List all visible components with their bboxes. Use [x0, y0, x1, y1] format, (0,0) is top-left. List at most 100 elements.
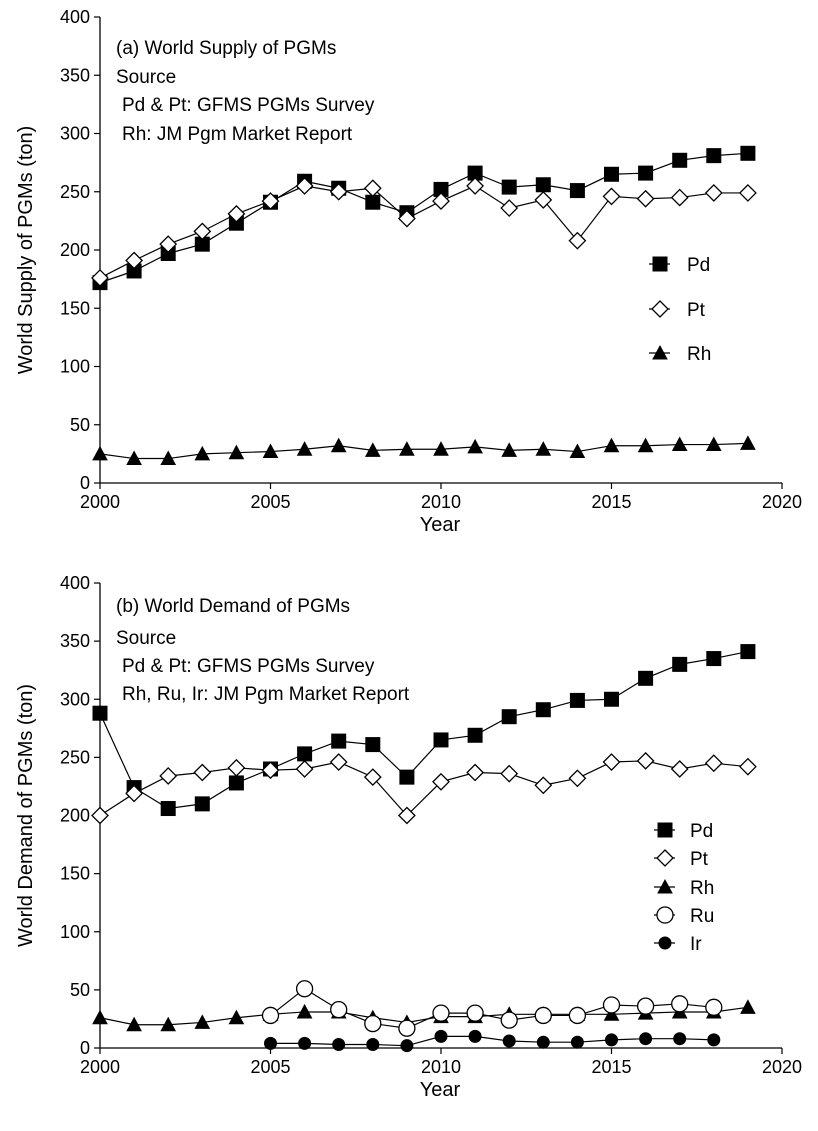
demand-rh-point: [92, 1009, 108, 1025]
supply-pt-point: [193, 222, 212, 241]
supply-pt-point: [295, 177, 314, 195]
demand-legend-rh-marker: [657, 878, 673, 894]
supply-y-axis-title: World Supply of PGMs (ton): [15, 126, 37, 375]
supply-pd-point: [638, 165, 654, 181]
demand-ru-point: [534, 1006, 552, 1025]
demand-pd-point: [160, 801, 176, 817]
demand-pt-point: [363, 768, 382, 787]
demand-ir-point: [298, 1036, 312, 1050]
demand-pt-point: [432, 772, 450, 791]
demand-pd-point: [672, 656, 688, 672]
supply-y-tick-label: 0: [80, 473, 90, 493]
supply-y-tick-label: 100: [60, 357, 90, 377]
supply-pt-point: [704, 183, 723, 202]
supply-annotation: Source: [116, 67, 176, 88]
demand-pd-point: [535, 702, 551, 718]
supply-x-tick-label: 2020: [762, 492, 802, 512]
demand-rh-point: [126, 1016, 142, 1032]
demand-ru-point: [705, 998, 723, 1016]
demand-x-tick-label: 2020: [762, 1057, 802, 1077]
demand-pd-point: [433, 732, 449, 748]
supply-pt-point: [500, 199, 519, 217]
demand-pd-point: [569, 692, 585, 708]
demand-legend-pt-marker: [656, 849, 674, 867]
demand-pd-point: [740, 644, 756, 660]
supply-rh-point: [160, 450, 177, 466]
supply-pd-point: [501, 179, 517, 195]
supply-rh-point: [705, 436, 722, 452]
demand-y-tick-label: 100: [60, 922, 90, 942]
supply-pd-point: [569, 183, 585, 199]
demand-x-tick-label: 2000: [80, 1057, 120, 1077]
demand-ir-point: [707, 1033, 721, 1047]
supply-y-tick-label: 250: [60, 182, 90, 202]
demand-pt-point: [295, 760, 314, 778]
supply-x-tick-label: 2005: [250, 492, 290, 512]
demand-pt-point: [704, 754, 723, 773]
demand-pt-point: [227, 758, 246, 777]
supply-legend-rh-label: Rh: [687, 344, 711, 365]
supply-rh-point: [501, 442, 518, 457]
demand-y-tick-label: 0: [80, 1038, 90, 1058]
supply-pt-point: [602, 187, 621, 206]
demand-pt-point: [500, 764, 519, 783]
supply-pt-point: [363, 179, 382, 198]
supply-legend-pd-label: Pd: [687, 255, 710, 276]
demand-ru-point: [330, 1000, 348, 1019]
demand-ru-point: [295, 980, 314, 998]
demand-rh-point: [740, 999, 756, 1014]
supply-rh-point: [92, 445, 108, 461]
supply-rh-point: [467, 438, 483, 454]
demand-pt-point: [466, 763, 485, 782]
demand-pt-point: [329, 753, 348, 771]
supply-rh-point: [671, 436, 688, 452]
supply-rh-point: [364, 442, 381, 457]
demand-pd-point: [501, 709, 517, 725]
supply-legend-pt-label: Pt: [687, 300, 706, 321]
demand-rh-point: [160, 1016, 177, 1032]
supply-x-axis-title: Year: [420, 514, 461, 536]
demand-pt-point: [602, 753, 621, 771]
demand-ru-point: [261, 1006, 280, 1025]
demand-ru-point: [364, 1014, 382, 1033]
supply-rh-point: [433, 441, 449, 456]
demand-pt-point: [568, 769, 587, 788]
supply-rh-point: [126, 450, 142, 466]
supply-pt-point: [432, 192, 450, 210]
demand-ir-point: [434, 1029, 448, 1043]
supply-pd-point: [365, 194, 381, 210]
supply-y-tick-label: 400: [60, 7, 90, 27]
supply-rh-point: [569, 443, 586, 459]
supply-x-tick-label: 2010: [421, 492, 461, 512]
demand-ir-point: [400, 1039, 414, 1053]
demand-chart-title: (b) World Demand of PGMs: [116, 596, 350, 617]
demand-ru-point: [602, 996, 621, 1014]
demand-y-tick-label: 150: [60, 864, 90, 884]
demand-rh-point: [603, 1006, 620, 1021]
demand-ir-point: [536, 1035, 550, 1049]
demand-y-tick-label: 400: [60, 573, 90, 593]
demand-ir-point: [639, 1032, 653, 1046]
demand-pd-point: [706, 651, 722, 667]
supply-rh-point: [262, 443, 279, 459]
supply-y-tick-label: 300: [60, 124, 90, 144]
supply-legend-pt-marker: [651, 300, 669, 318]
demand-ru-point: [432, 1004, 450, 1022]
demand-ru-point: [398, 1019, 416, 1037]
demand-pt-point: [193, 763, 212, 782]
demand-annotation: Source: [116, 628, 176, 649]
supply-legend-pd-marker: [652, 256, 668, 272]
supply-pt-point: [670, 188, 689, 207]
demand-ru-point: [636, 997, 655, 1015]
demand-pt-point: [125, 784, 144, 803]
demand-pd-point: [399, 769, 415, 785]
supply-pt-point: [534, 190, 553, 209]
supply-pt-point: [397, 209, 416, 228]
demand-legend-ir-marker: [658, 936, 672, 950]
supply-y-tick-label: 350: [60, 65, 90, 85]
demand-legend-pd-label: Pd: [690, 821, 713, 842]
supply-chart-title: (a) World Supply of PGMs: [116, 38, 336, 59]
demand-x-axis-title: Year: [420, 1079, 461, 1101]
demand-pt-point: [738, 757, 757, 776]
